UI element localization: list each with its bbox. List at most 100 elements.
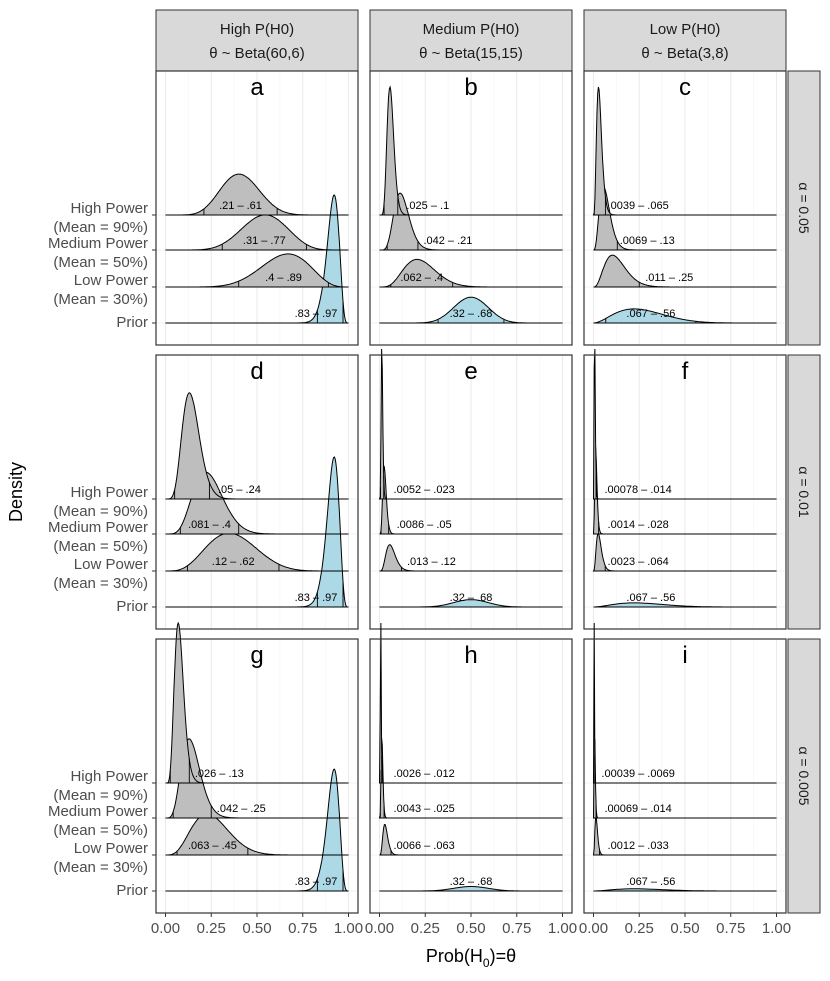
x-tick-label: 0.75	[502, 920, 531, 937]
row-label-line: (Mean = 30%)	[53, 291, 148, 308]
panel-letter: d	[250, 358, 263, 385]
row-label-line: (Mean = 90%)	[53, 787, 148, 804]
row-label-line: (Mean = 90%)	[53, 219, 148, 236]
x-tick-label: 1.00	[334, 920, 363, 937]
interval-label: .0014 – .028	[608, 519, 669, 531]
x-tick-label: 0.00	[365, 920, 394, 937]
panel-letter: c	[679, 74, 691, 101]
row-label: Medium Power (Mean = 50%)	[48, 235, 156, 271]
x-tick-label: 0.00	[151, 920, 180, 937]
row-strip: α = 0.05	[787, 70, 821, 346]
interval-label: .067 – .56	[626, 592, 675, 604]
interval-label: .32 – .68	[450, 592, 493, 604]
panel-border	[583, 70, 787, 346]
panel-i: i .067 – .56 .0012 – .033 .00069 – .014 .000…	[583, 622, 787, 914]
panel-border	[369, 354, 573, 630]
row-label-text: Low Power (Mean = 30%)	[53, 272, 148, 308]
interval-label: .0086 – .05	[397, 519, 452, 531]
panel-g: g .83 – .97 .063 – .45 .042 – .25 .026 – .13	[155, 621, 359, 914]
row-label: Low Power (Mean = 30%)	[53, 556, 156, 592]
interval-label: .0052 – .023	[394, 484, 455, 496]
x-axis-title-main: Prob(H	[426, 946, 483, 966]
y-axis-title: Density	[6, 462, 26, 522]
posterior-density	[165, 173, 349, 216]
row-label-line: (Mean = 50%)	[53, 538, 148, 555]
panel-letter: i	[682, 642, 687, 669]
posterior-density	[379, 465, 563, 535]
x-tick-label: 0.25	[625, 920, 654, 937]
row-label-text: High Power (Mean = 90%)	[53, 484, 148, 520]
interval-label: .83 – .97	[295, 592, 338, 604]
interval-label: .042 – .25	[217, 803, 266, 815]
column-strip-prior: θ ~ Beta(15,15)	[419, 45, 523, 62]
posterior-density	[165, 392, 349, 500]
interval-label: .32 – .68	[450, 308, 493, 320]
panel-border	[369, 70, 573, 346]
row-label: Medium Power (Mean = 50%)	[48, 803, 156, 839]
row-label-line: Prior	[116, 314, 148, 331]
interval-label: .83 – .97	[295, 876, 338, 888]
panel-letter: g	[250, 642, 263, 669]
x-tick-label: 0.50	[242, 920, 271, 937]
interval-label: .081 – .4	[188, 519, 231, 531]
posterior-density	[592, 816, 777, 856]
row-label: Medium Power (Mean = 50%)	[48, 519, 156, 555]
x-axis-title: Prob(H0)=θ	[426, 946, 516, 970]
row-label-text: Prior	[116, 314, 148, 331]
prior-density	[165, 194, 349, 324]
posterior-density	[592, 446, 777, 535]
prior-density	[379, 296, 563, 324]
row-strip: α = 0.01	[787, 354, 821, 630]
interval-label: .067 – .56	[626, 876, 675, 888]
prior-density	[165, 456, 349, 608]
row-label-text: Low Power (Mean = 30%)	[53, 840, 148, 876]
posterior-density	[378, 348, 563, 500]
panel-letter: f	[682, 358, 689, 385]
interval-label: .0043 – .025	[394, 803, 455, 815]
panel-border	[155, 354, 359, 630]
posterior-density	[379, 823, 563, 856]
posterior-density	[165, 738, 349, 819]
row-label: Prior	[116, 882, 156, 899]
interval-label: .013 – .12	[407, 556, 456, 568]
panels-layer: a .83 – .97 .4 – .89 .31 – .77 .21 – .61 b .32…	[155, 70, 787, 914]
interval-label: .00039 – .0069	[601, 768, 674, 780]
interval-label: .063 – .45	[188, 840, 237, 852]
posterior-density	[379, 544, 563, 572]
interval-label: .0069 – .13	[620, 235, 675, 247]
x-tick-label: 0.25	[197, 920, 226, 937]
row-label-line: Medium Power	[48, 235, 148, 252]
posterior-density	[379, 258, 563, 288]
panel-e: e .32 – .68 .013 – .12 .0086 – .05 .0052 – .…	[369, 348, 573, 630]
column-strip: Low P(H0) θ ~ Beta(3,8)	[583, 9, 787, 72]
posterior-density	[378, 737, 563, 819]
row-label-line: (Mean = 30%)	[53, 859, 148, 876]
row-label-line: (Mean = 90%)	[53, 503, 148, 520]
row-strip-label: α = 0.005	[796, 746, 812, 805]
column-strip-prior: θ ~ Beta(60,6)	[209, 45, 304, 62]
posterior-density	[165, 813, 349, 856]
interval-label: .0012 – .033	[608, 840, 669, 852]
panel-a: a .83 – .97 .4 – .89 .31 – .77 .21 – .61	[155, 70, 359, 346]
row-label-line: Low Power	[74, 840, 148, 857]
column-strip-title: Medium P(H0)	[423, 21, 520, 38]
interval-label: .025 – .1	[406, 200, 449, 212]
row-label-line: High Power	[70, 484, 148, 501]
column-strip: Medium P(H0) θ ~ Beta(15,15)	[369, 9, 573, 72]
y-axis-labels: High Power (Mean = 90%)Medium Power (Mean …	[48, 200, 156, 899]
panel-c: c .067 – .56 .011 – .25 .0069 – .13 .0039 – …	[583, 70, 787, 346]
column-strip-title: Low P(H0)	[650, 21, 721, 38]
row-label-line: High Power	[70, 768, 148, 785]
x-tick-label: 0.00	[579, 920, 608, 937]
row-label-line: Medium Power	[48, 803, 148, 820]
interval-label: .21 – .61	[219, 200, 262, 212]
prior-density	[593, 602, 777, 608]
interval-label: .0066 – .063	[394, 840, 455, 852]
row-label: High Power (Mean = 90%)	[53, 484, 156, 520]
panel-h: h .32 – .68 .0066 – .063 .0043 – .025 .0026 …	[369, 622, 573, 914]
posterior-density	[165, 214, 349, 251]
row-label-line: High Power	[70, 200, 148, 217]
posterior-density	[592, 739, 777, 819]
prior-density	[593, 308, 777, 324]
